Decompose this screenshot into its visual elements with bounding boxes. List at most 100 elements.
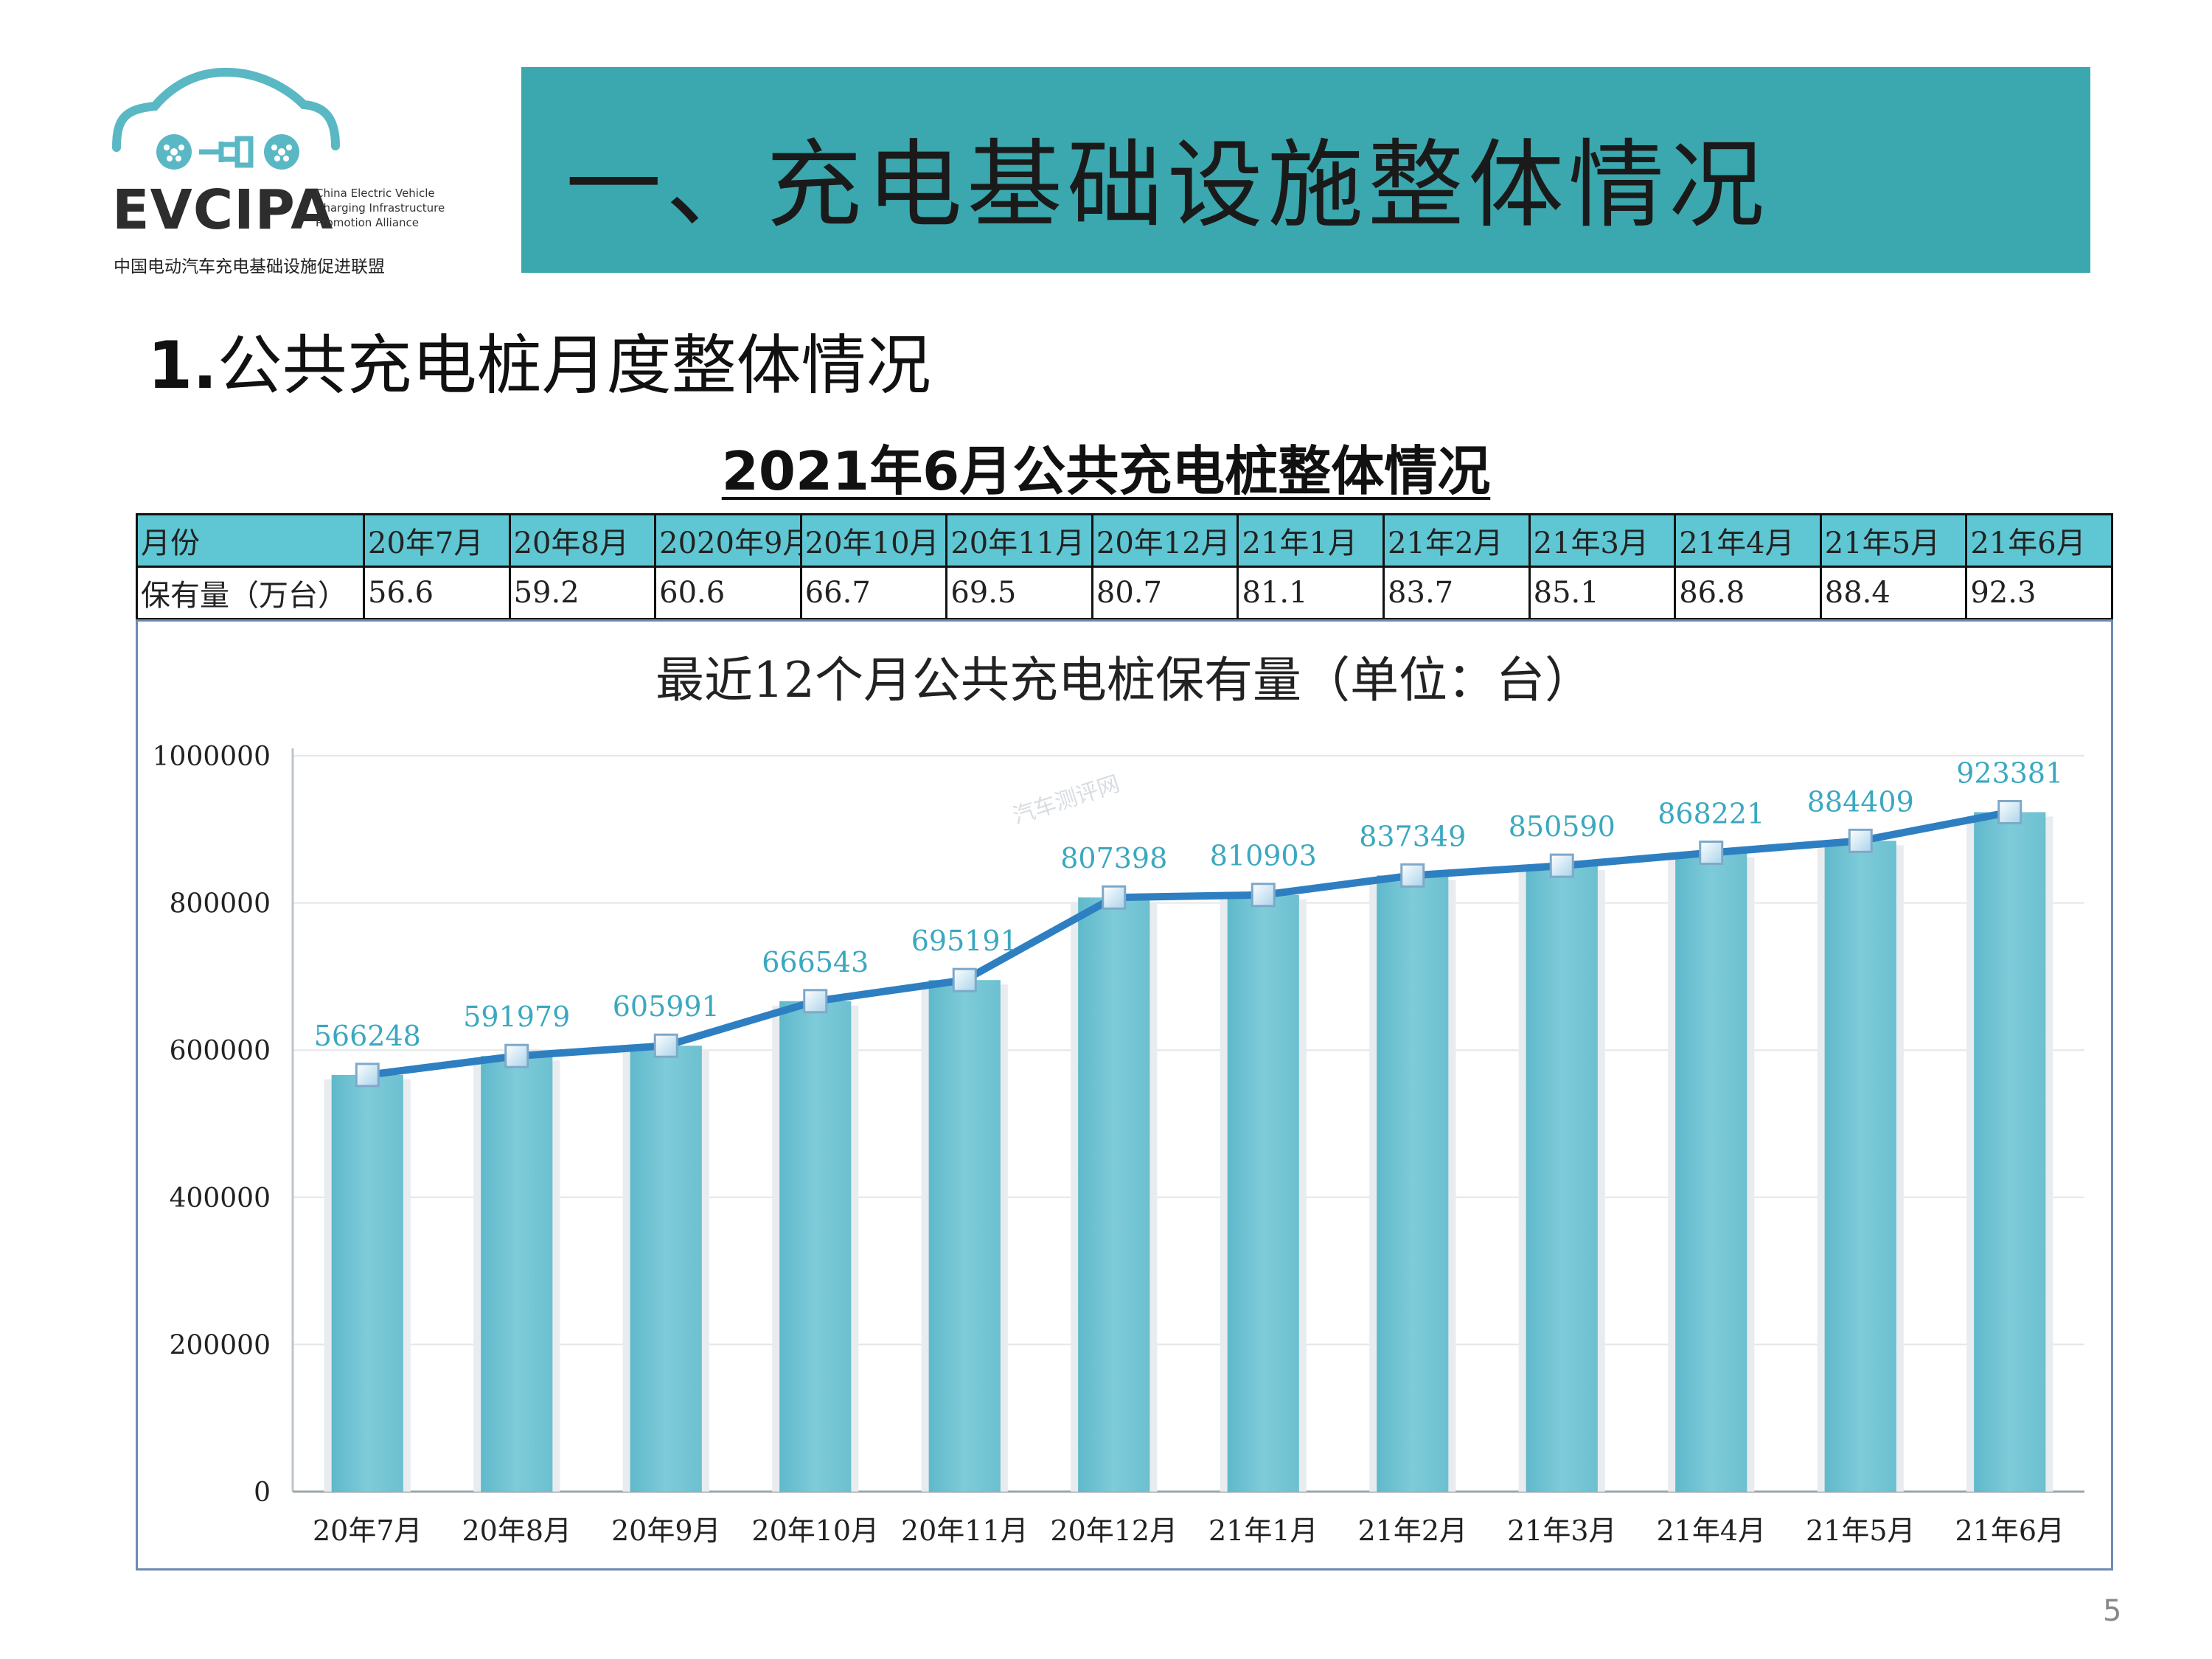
table-month-cell: 20年11月 [945,513,1093,568]
line-marker [1400,863,1425,888]
line-marker [504,1043,529,1068]
data-label: 868221 [1658,798,1764,830]
table-month-cell: 20年12月 [1091,513,1239,568]
table-value-cell: 59.2 [508,566,657,620]
table-value-cell: 88.4 [1819,566,1968,620]
line-marker [1251,883,1276,908]
table-month-cell: 21年4月 [1674,513,1822,568]
section-title-text: 公共充电桩月度整体情况 [217,327,931,403]
bar-line-chart: 0 200000 400000 600000 800000 1000000 20年7月 20年… [153,742,2084,1547]
x-tick-label: 20年7月 [313,1514,422,1547]
table-value-cell: 60.6 [654,566,802,620]
data-label: 807398 [1060,842,1167,874]
table-value-cell: 81.1 [1237,566,1385,620]
chart-title: 最近12个月公共充电桩保有量（单位：台） [655,652,1593,709]
bar [331,1074,403,1492]
x-tick-label: 20年8月 [462,1514,571,1547]
bar [928,980,1001,1492]
x-tick-label: 20年12月 [1050,1514,1178,1547]
table-month-cell: 21年6月 [1965,513,2113,568]
bar [779,1001,852,1492]
x-tick-label: 21年5月 [1806,1514,1916,1547]
evcipa-logo: EVCIPA China Electric Vehicle Charging I… [111,59,479,280]
data-label: 666543 [762,946,869,978]
table-value-row: 保有量（万台） 56.6 59.2 60.6 66.7 69.5 80.7 81… [136,566,2113,620]
table-title-text: 2021年6月公共充电桩整体情况 [721,440,1491,502]
table-month-cell: 21年1月 [1237,513,1385,568]
car-plug-logo-icon [112,67,340,170]
data-label: 923381 [1956,757,2063,789]
line-marker [355,1062,380,1088]
table-value-cell: 66.7 [799,566,948,620]
table-value-cell: 85.1 [1528,566,1677,620]
bar [1675,852,1747,1492]
table-value-cell: 56.6 [363,566,511,620]
bar [1974,812,2046,1492]
y-tick-label: 400000 [170,1183,271,1214]
logo-wordmark: EVCIPA [112,178,334,242]
table-value-cell: 80.7 [1091,566,1239,620]
page-number: 5 [2103,1594,2122,1628]
table-row-label: 保有量（万台） [136,566,365,620]
chart-container: 最近12个月公共充电桩保有量（单位：台） 0 200000 400000 600000… [136,619,2113,1571]
table-value-cell: 83.7 [1382,566,1531,620]
line-marker [1699,841,1724,866]
table-month-cell: 21年3月 [1528,513,1677,568]
table-value-cell: 69.5 [945,566,1093,620]
data-label: 837349 [1359,820,1466,852]
table-month-cell: 21年5月 [1819,513,1968,568]
x-tick-label: 21年4月 [1656,1514,1766,1547]
table-month-cell: 21年2月 [1382,513,1531,568]
bar [630,1046,702,1492]
header-banner: 一、充电基础设施整体情况 [521,67,2090,273]
series-line [366,808,2011,1079]
data-label: 566248 [314,1020,421,1052]
line-marker [1549,853,1574,878]
y-tick-label: 1000000 [153,742,271,772]
bar [1377,875,1449,1492]
table-month-cell: 2020年9月 [654,513,802,568]
section-number: 1. [147,327,218,403]
logo-subtitle: China Electric Vehicle Charging Infrastr… [316,186,485,230]
table-header-row: 月份 20年7月 20年8月 2020年9月 20年10月 20年11月 20年… [136,513,2113,568]
data-label: 605991 [613,990,720,1023]
data-label: 695191 [911,925,1018,957]
y-tick-label: 200000 [170,1330,271,1360]
table-month-cell: 20年7月 [363,513,511,568]
x-tick-label: 20年10月 [751,1514,879,1547]
bar [481,1056,553,1492]
line-marker [1102,885,1127,910]
logo-subtitle-line: Charging Infrastructure [316,201,445,215]
data-label: 884409 [1807,785,1914,818]
x-tick-label: 21年2月 [1357,1514,1467,1547]
bar [1526,866,1598,1492]
x-tick-label: 20年11月 [901,1514,1029,1547]
x-tick-label: 21年1月 [1208,1514,1318,1547]
bar [1227,894,1299,1492]
line-marker [803,989,828,1014]
line-marker [1997,799,2023,824]
table-value-cell: 92.3 [1965,566,2113,620]
data-label: 810903 [1210,840,1317,872]
data-label: 850590 [1509,810,1615,843]
line-marker [653,1033,678,1058]
table-month-cell: 20年8月 [508,513,657,568]
logo-subtitle-line: Promotion Alliance [316,216,420,229]
y-tick-label: 600000 [170,1036,271,1066]
x-tick-label: 20年9月 [611,1514,721,1547]
bar [1824,841,1896,1492]
y-tick-label: 0 [254,1478,271,1508]
bar [1078,897,1150,1492]
page-title: 一、充电基础设施整体情况 [566,129,1770,241]
table-title: 2021年6月公共充电桩整体情况 [0,428,2212,505]
logo-subtitle-line: China Electric Vehicle [316,187,435,200]
section-title: 1.公共充电桩月度整体情况 [147,313,931,407]
line-marker [1848,828,1873,853]
table-value-cell: 86.8 [1674,566,1822,620]
x-tick-label: 21年6月 [1955,1514,2065,1547]
table-month-cell: 20年10月 [799,513,948,568]
logo-chinese-name: 中国电动汽车充电基础设施促进联盟 [114,257,385,276]
data-label: 591979 [463,1001,570,1033]
monthly-table: 月份 20年7月 20年8月 2020年9月 20年10月 20年11月 20年… [136,513,2113,620]
y-tick-label: 800000 [170,889,271,919]
